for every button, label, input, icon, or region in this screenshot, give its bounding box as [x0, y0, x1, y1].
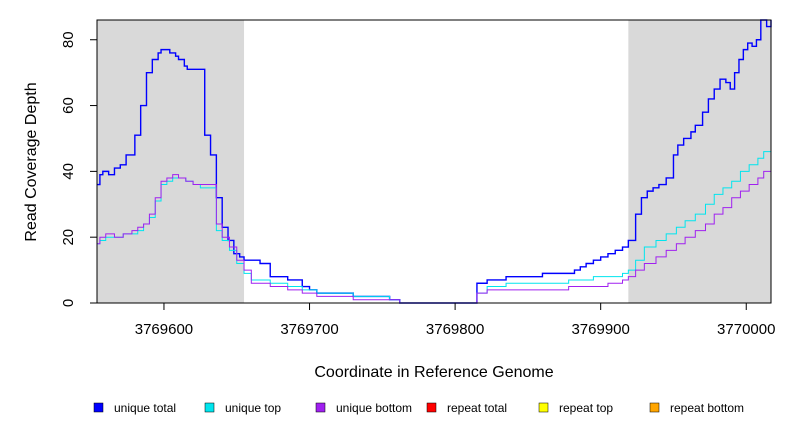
legend: unique total unique top unique bottom repea…	[93, 401, 744, 415]
x-axis: 3769600 3769700 3769800 3769900 3770000	[135, 303, 775, 338]
y-axis: 0 20 40 60 80	[60, 31, 97, 307]
legend-swatch-repeat-bottom	[649, 402, 660, 413]
shaded-regions	[97, 20, 771, 303]
legend-swatch-unique-top	[204, 402, 215, 413]
legend-label-repeat-bottom: repeat bottom	[670, 401, 744, 415]
x-tick-label-3: 3769900	[571, 321, 629, 338]
shaded-region-1	[628, 20, 771, 303]
x-tick-label-1: 3769700	[280, 321, 338, 338]
y-tick-label-4: 80	[60, 31, 77, 48]
y-axis-title: Read Coverage Depth	[23, 82, 40, 241]
series-line-unique-bottom	[97, 170, 771, 304]
y-tick-label-2: 40	[60, 163, 77, 180]
y-tick-label-1: 20	[60, 229, 77, 246]
legend-swatch-repeat-total	[426, 402, 437, 413]
x-tick-label-0: 3769600	[135, 321, 193, 338]
legend-label-unique-total: unique total	[114, 401, 176, 415]
y-tick-label-0: 0	[60, 299, 77, 307]
legend-label-unique-top: unique top	[225, 401, 281, 415]
plot-border	[96, 19, 772, 304]
shaded-region-0	[97, 20, 245, 303]
legend-swatch-unique-bottom	[315, 402, 326, 413]
legend-swatch-repeat-top	[538, 402, 549, 413]
legend-swatch-unique-total	[93, 402, 104, 413]
x-axis-title: Coordinate in Reference Genome	[314, 364, 553, 381]
legend-label-unique-bottom: unique bottom	[336, 401, 412, 415]
x-tick-label-4: 3770000	[717, 321, 775, 338]
x-tick-label-2: 3769800	[426, 321, 484, 338]
legend-label-repeat-top: repeat top	[559, 401, 613, 415]
y-tick-label-3: 60	[60, 97, 77, 114]
legend-label-repeat-total: repeat total	[447, 401, 507, 415]
